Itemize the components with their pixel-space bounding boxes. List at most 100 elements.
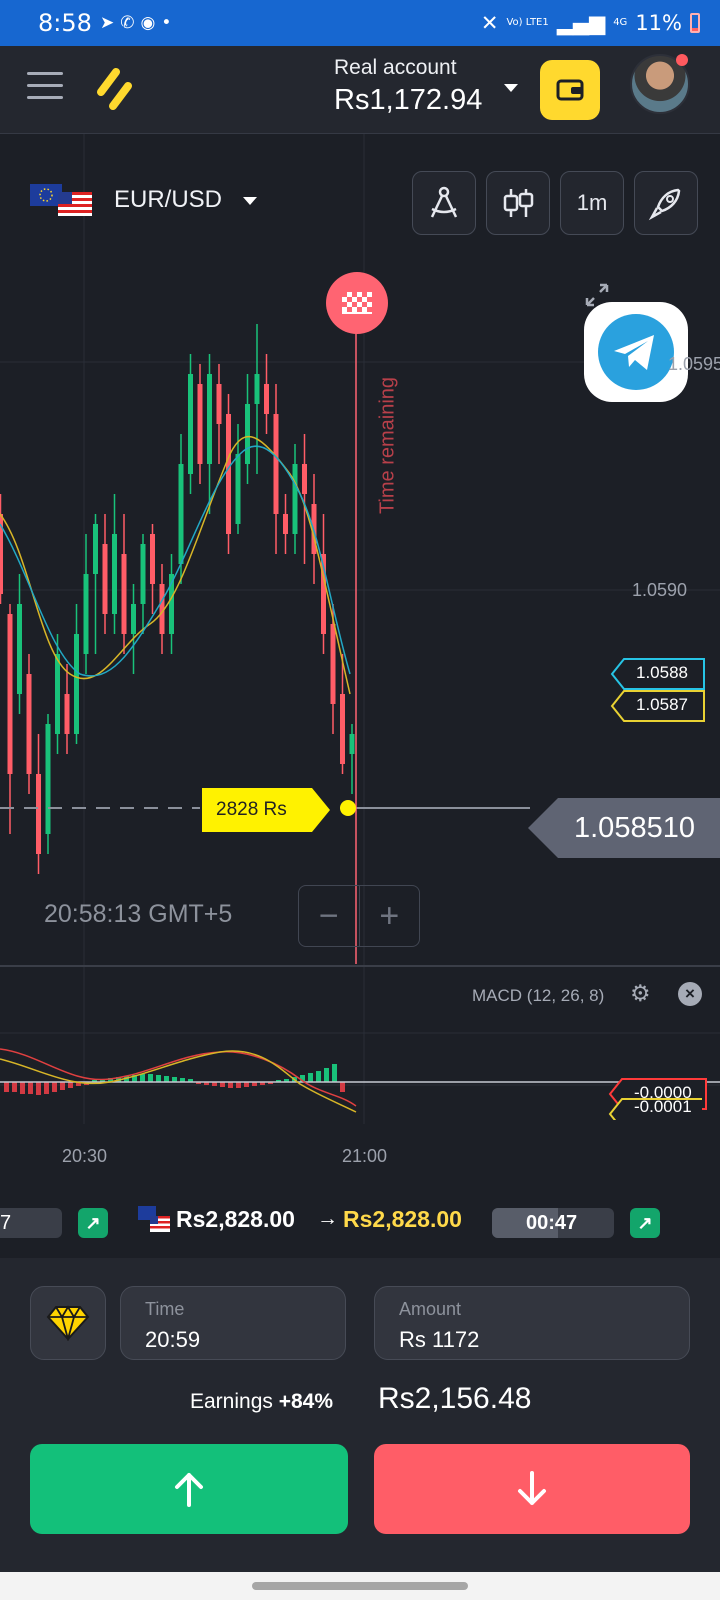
amount-field[interactable]: Amount Rs 1172 bbox=[374, 1286, 690, 1360]
trade-entry-dot bbox=[340, 800, 356, 816]
candle-body bbox=[302, 464, 307, 494]
time-remaining-label: Time remaining bbox=[376, 376, 399, 515]
boost-button[interactable] bbox=[634, 171, 698, 235]
macd-histogram-bar bbox=[28, 1082, 33, 1094]
vip-button[interactable] bbox=[30, 1286, 106, 1360]
macd-indicator-label[interactable]: MACD (12, 26, 8) bbox=[472, 986, 605, 1005]
zoom-out-button[interactable]: − bbox=[299, 886, 360, 946]
price-axis-label-1: 1.0595 bbox=[668, 354, 720, 374]
candle-body bbox=[83, 574, 89, 654]
account-dropdown-icon[interactable] bbox=[504, 84, 518, 92]
candle-body bbox=[64, 694, 70, 734]
system-nav-bar bbox=[0, 1572, 720, 1600]
home-gesture-handle[interactable] bbox=[252, 1582, 468, 1590]
macd-histogram-bar bbox=[188, 1079, 193, 1082]
candle-body bbox=[93, 524, 98, 574]
drawing-tools-button[interactable] bbox=[412, 171, 476, 235]
macd-histogram-bar bbox=[124, 1076, 129, 1082]
candle-body bbox=[216, 384, 222, 424]
timeframe-button[interactable]: 1m bbox=[560, 171, 624, 235]
macd-histogram-bar bbox=[100, 1079, 105, 1082]
candle-body bbox=[292, 464, 298, 534]
candle-body bbox=[131, 604, 136, 634]
candle-body bbox=[330, 624, 336, 704]
macd-value-tag-2: -0.0001 bbox=[608, 1098, 702, 1120]
candle-body bbox=[207, 374, 212, 464]
time-axis-label-1: 20:30 bbox=[62, 1146, 108, 1166]
previous-deal-card[interactable]: 7 bbox=[0, 1208, 62, 1238]
macd-histogram-bar bbox=[276, 1080, 281, 1082]
candle-body bbox=[74, 634, 79, 734]
time-field-value: 20:59 bbox=[145, 1327, 201, 1352]
zoom-control: − + bbox=[298, 885, 420, 947]
avatar[interactable] bbox=[630, 54, 690, 114]
arrow-down-icon bbox=[518, 1471, 546, 1505]
sell-down-button[interactable] bbox=[374, 1444, 690, 1534]
macd-histogram-bar bbox=[324, 1068, 329, 1082]
chart-area[interactable]: EUR/USD 1m bbox=[0, 134, 720, 1234]
macd-histogram-bar bbox=[180, 1078, 185, 1082]
macd-histogram-bar bbox=[52, 1082, 57, 1092]
account-type-label[interactable]: Real account bbox=[334, 56, 457, 79]
expand-icon[interactable] bbox=[584, 282, 610, 308]
macd-signal-line bbox=[0, 1048, 357, 1107]
macd-histogram-bar bbox=[68, 1082, 73, 1088]
macd-histogram-bar bbox=[268, 1082, 273, 1084]
eur-usd-flag-icon bbox=[138, 1206, 170, 1232]
chart-type-button[interactable] bbox=[486, 171, 550, 235]
candle-body bbox=[235, 454, 241, 524]
compass-icon bbox=[430, 186, 458, 218]
macd-histogram-bar bbox=[332, 1064, 337, 1082]
candle-body bbox=[273, 414, 279, 514]
zoom-in-button[interactable]: + bbox=[379, 896, 400, 935]
status-time: 8:58 bbox=[38, 9, 92, 37]
network-type: 4G bbox=[613, 17, 628, 28]
candle-body bbox=[349, 734, 355, 754]
macd-histogram-bar bbox=[44, 1082, 49, 1094]
battery-percent: 11% bbox=[635, 11, 682, 35]
candle-body bbox=[17, 604, 22, 694]
asset-pair-selector[interactable]: EUR/USD bbox=[114, 186, 223, 213]
trade-marker[interactable]: 2828 Rs bbox=[202, 788, 330, 832]
moving-average-cyan bbox=[0, 445, 351, 677]
open-deals-row[interactable]: 7 ↗ Rs2,828.00 → Rs2,828.00 00:47 ↗ bbox=[0, 1194, 720, 1248]
rocket-icon bbox=[648, 188, 681, 221]
earnings-text: Earnings bbox=[190, 1390, 273, 1413]
telegram-button[interactable] bbox=[584, 302, 688, 402]
candle-body bbox=[150, 534, 155, 584]
price-chart[interactable] bbox=[0, 134, 720, 1234]
gear-icon[interactable]: ⚙ bbox=[630, 980, 651, 1006]
trend-up-icon: ↗ bbox=[78, 1208, 108, 1238]
macd-histogram-bar bbox=[196, 1082, 201, 1084]
time-field[interactable]: Time 20:59 bbox=[120, 1286, 346, 1360]
macd-histogram-bar bbox=[228, 1082, 233, 1088]
macd-histogram-bar bbox=[340, 1082, 345, 1092]
candlestick-icon bbox=[503, 189, 534, 217]
menu-icon[interactable] bbox=[27, 72, 63, 102]
wallet-button[interactable] bbox=[540, 60, 600, 120]
expiry-flag-icon bbox=[326, 272, 388, 334]
macd-value-1: -0.0000 bbox=[634, 1083, 692, 1102]
account-balance[interactable]: Rs1,172.94 bbox=[334, 84, 483, 116]
close-icon[interactable]: × bbox=[678, 982, 702, 1006]
candle-body bbox=[321, 554, 326, 634]
earnings-label: Earnings +84% bbox=[190, 1390, 333, 1414]
macd-value-2: -0.0001 bbox=[634, 1098, 692, 1116]
signal-icon: ▂▄▆ bbox=[556, 11, 606, 35]
candle-body bbox=[169, 574, 174, 634]
notification-dot bbox=[676, 54, 688, 66]
deal-timer-value: 00:47 bbox=[526, 1212, 578, 1234]
mute-icon: ✕ bbox=[480, 11, 499, 35]
macd-histogram-bar bbox=[92, 1080, 97, 1082]
price-axis-label-2: 1.0590 bbox=[632, 580, 688, 600]
macd-histogram-bar bbox=[20, 1082, 25, 1094]
macd-histogram-bar bbox=[36, 1082, 41, 1095]
asset-dropdown-icon[interactable] bbox=[243, 197, 257, 205]
ma-cyan-price-tag: 1.0588 bbox=[610, 658, 705, 690]
candle-body bbox=[226, 414, 231, 534]
earnings-percent: +84% bbox=[278, 1390, 334, 1413]
arrow-up-icon bbox=[175, 1473, 203, 1507]
network-label: Vo) LTE1 bbox=[506, 17, 549, 28]
buy-up-button[interactable] bbox=[30, 1444, 348, 1534]
macd-histogram-bar bbox=[308, 1073, 313, 1082]
